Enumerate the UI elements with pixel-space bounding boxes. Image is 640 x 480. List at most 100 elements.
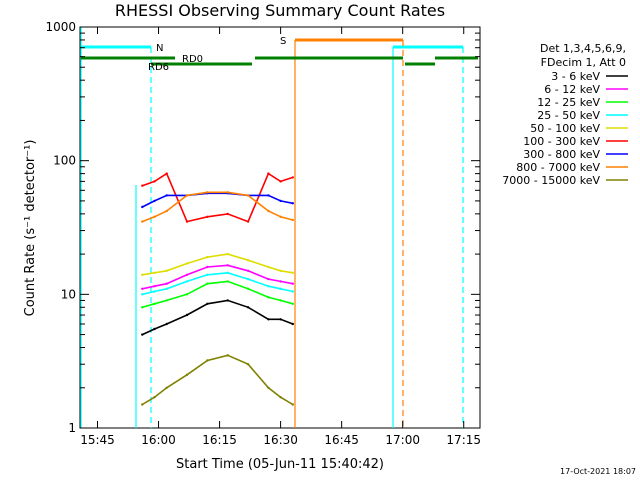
data-point [185,293,189,296]
x-tick-label: 16:15 [202,433,237,447]
legend-label: 3 - 6 keV [551,70,600,83]
data-point [206,273,209,276]
data-point [226,271,229,274]
legend-label: 800 - 7000 keV [516,161,600,174]
data-point [165,209,168,213]
series-line [142,280,294,309]
data-point [246,220,250,223]
plot-area [79,26,481,429]
data-point [141,293,144,296]
legend-header: Det 1,3,4,5,6,9, [540,42,626,55]
x-tick-label: 17:00 [385,433,420,447]
legend: Det 1,3,4,5,6,9,FDecim 1, Att 03 - 6 keV… [502,42,628,187]
y-tick-label: 100 [53,154,76,168]
data-point [291,302,294,305]
data-point [141,403,144,406]
data-point [267,209,270,213]
data-point [226,354,229,357]
x-tick-label: 16:30 [263,433,298,447]
data-point [185,194,189,197]
data-point [246,269,250,272]
series-8 [141,191,294,223]
data-point [153,180,156,183]
legend-label: 300 - 800 keV [523,148,600,161]
data-point [153,327,156,331]
chart-title: RHESSI Observing Summary Count Rates [115,1,445,20]
data-point [267,386,270,389]
data-point [291,176,294,179]
series-4 [141,271,294,296]
y-axis-label: Count Rate (s⁻¹ detector⁻¹) [23,140,38,317]
data-point [165,282,168,285]
series-line [142,253,293,276]
data-point [185,313,189,317]
data-point [246,277,250,281]
instrument-state-markers: N RD6 RD0 S [80,27,478,428]
series-line [141,299,294,336]
data-point [165,287,168,290]
data-point [141,273,144,276]
series-line [142,191,294,223]
data-point [291,403,294,406]
data-point [206,302,209,305]
annotation-s: S [280,36,286,47]
data-point [291,290,294,293]
x-tick-label: 16:45 [324,433,359,447]
data-point [279,318,282,321]
legend-label: 50 - 100 keV [530,122,600,135]
series-group [141,172,294,406]
series-3 [141,280,294,309]
data-point [226,280,229,283]
data-point [153,396,156,399]
data-point [267,318,270,321]
data-point [226,264,229,267]
data-point [291,202,294,205]
series-7 [141,192,294,209]
legend-label: 100 - 300 keV [523,135,600,148]
footer-timestamp: 17-Oct-2021 18:07 [560,467,636,476]
data-point [206,359,209,362]
series-line [141,192,293,208]
data-point [206,191,209,194]
data-point [185,273,189,276]
data-point [185,280,189,283]
annotation-rd0: RD0 [182,54,203,65]
y-tick-label: 1 [68,421,76,435]
data-point [185,373,189,376]
x-tick-label: 15:45 [80,433,115,447]
annotation-rd6: RD6 [148,62,169,73]
series-9 [141,354,294,406]
data-point [185,220,189,223]
data-point [206,255,209,259]
data-point [291,271,294,274]
data-point [267,172,270,175]
data-point [153,285,156,288]
series-line [142,271,293,296]
data-point [279,269,282,272]
x-tick-label: 17:15 [446,433,481,447]
annotation-n: N [156,43,163,54]
data-point [165,322,168,326]
data-point [185,262,189,265]
data-point [246,363,250,366]
legend-label: 6 - 12 keV [544,83,600,96]
data-point [165,194,168,197]
legend-label: 25 - 50 keV [537,109,600,122]
data-point [206,282,209,285]
data-point [226,212,229,216]
series-line [142,172,294,223]
data-point [279,396,282,399]
data-point [141,220,144,223]
data-point [165,299,168,302]
data-point [153,199,156,203]
data-point [141,184,144,187]
data-point [141,306,144,309]
series-2 [141,264,294,290]
y-tick-label: 1000 [45,20,76,34]
data-point [141,205,144,209]
data-point [141,333,144,336]
legend-header: FDecim 1, Att 0 [541,56,626,69]
data-point [165,172,168,175]
data-point [165,269,168,272]
series-line [141,354,294,406]
